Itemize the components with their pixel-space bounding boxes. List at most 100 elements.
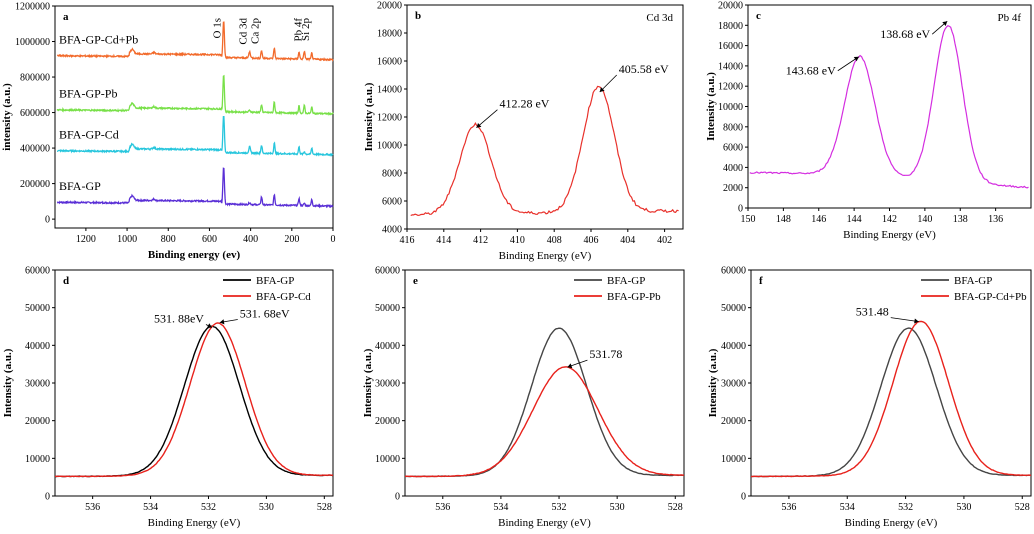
x-tick-label: 536 <box>85 502 100 513</box>
plot-frame <box>750 269 1032 497</box>
x-tick-label: 532 <box>201 502 216 513</box>
peak-label: O 1s <box>212 18 224 38</box>
y-tick-label: 8000 <box>382 169 402 180</box>
series-line <box>57 21 334 62</box>
legend-label: BFA-GP-Pb <box>607 291 661 303</box>
y-tick-label: 10000 <box>25 454 50 465</box>
annotation-arrowhead <box>567 363 573 369</box>
spectrum-title: Pb 4f <box>997 12 1021 24</box>
y-tick-label: 6000 <box>382 197 402 208</box>
legend-label: BFA-GP <box>256 275 294 287</box>
y-tick-label: 800000 <box>20 73 50 84</box>
x-axis-label: Binding Energy (eV) <box>843 229 936 241</box>
panel-letter: a <box>63 11 69 23</box>
peak-label: Ca 2p <box>250 18 262 44</box>
x-axis-label: Binding Energy (eV) <box>148 517 241 529</box>
panel-e: 536 534 532 530 528 0 10000 20000 30000 40000 5000… <box>362 266 685 529</box>
x-tick-label: 534 <box>493 502 508 513</box>
x-tick-label: 408 <box>547 235 562 246</box>
panel-d: 536 534 532 530 528 0 10000 20000 30000 40000 5000… <box>2 266 334 529</box>
panel-letter: b <box>415 10 421 22</box>
legend: BFA-GP BFA-GP-Pb <box>574 275 661 303</box>
panel-a: 1200 1000 800 600 400 200 0 0 200000 400000 600000… <box>1 2 336 262</box>
series-label: BFA-GP <box>59 179 101 193</box>
y-tick-label: 18000 <box>377 29 402 40</box>
panel-letter: d <box>63 275 69 287</box>
series-line <box>749 24 1029 189</box>
panel-f: 536 534 532 530 528 0 10000 20000 30000 40000 5000… <box>707 266 1032 529</box>
y-tick-label: 400000 <box>20 144 50 155</box>
x-tick-label: 534 <box>143 502 158 513</box>
y-tick-label: 12000 <box>718 82 743 93</box>
x-tick-label: 536 <box>781 502 796 513</box>
y-tick-label: 10000 <box>721 454 746 465</box>
annotation-label: 143.68 eV <box>786 64 836 78</box>
y-tick-label: 2000 <box>723 183 743 194</box>
y-tick-label: 20000 <box>721 416 746 427</box>
y-axis-label: intensity (a.u.) <box>1 83 13 151</box>
x-tick-label: 1000 <box>117 234 137 245</box>
y-tick-label: 600000 <box>20 108 50 119</box>
x-tick-label: 800 <box>161 234 176 245</box>
series-label: BFA-GP-Cd <box>59 127 119 141</box>
x-tick-label: 532 <box>552 502 567 513</box>
annotation-label: 531.78 <box>589 347 622 361</box>
x-tick-label: 142 <box>882 214 897 225</box>
annotation-arrowhead <box>599 87 605 92</box>
x-tick-label: 410 <box>510 235 525 246</box>
peak-label: Si 2p <box>300 18 312 41</box>
y-axis-label: Intensity (a.u.) <box>705 72 717 141</box>
y-tick-label: 0 <box>45 492 50 503</box>
y-tick-label: 40000 <box>721 341 746 352</box>
y-tick-label: 30000 <box>375 379 400 390</box>
x-axis-label: Binding energy (ev) <box>148 249 241 261</box>
x-tick-label: 530 <box>259 502 274 513</box>
x-tick-label: 150 <box>741 214 756 225</box>
y-tick-label: 0 <box>738 204 743 215</box>
y-tick-label: 30000 <box>25 379 50 390</box>
x-tick-label: 528 <box>317 502 332 513</box>
annotation-label: 531.48 <box>856 305 889 319</box>
x-tick-label: 138 <box>953 214 968 225</box>
y-tick-label: 14000 <box>718 61 743 72</box>
y-tick-label: 1000000 <box>15 37 50 48</box>
panel-letter: c <box>756 10 761 22</box>
y-tick-label: 18000 <box>718 21 743 32</box>
x-tick-label: 534 <box>840 502 855 513</box>
y-tick-label: 20000 <box>25 416 50 427</box>
y-tick-label: 20000 <box>375 416 400 427</box>
x-axis-label: Binding Energy (eV) <box>499 250 592 262</box>
y-tick-label: 10000 <box>377 141 402 152</box>
legend: BFA-GP BFA-GP-Cd <box>223 275 311 303</box>
x-tick-label: 148 <box>776 214 791 225</box>
y-tick-label: 50000 <box>25 303 50 314</box>
x-tick-label: 140 <box>917 214 932 225</box>
series-label: BFA-GP-Pb <box>59 86 117 100</box>
y-tick-label: 6000 <box>723 143 743 154</box>
x-tick-label: 528 <box>1015 502 1030 513</box>
series-line <box>55 322 334 478</box>
y-tick-label: 14000 <box>377 85 402 96</box>
series-line <box>56 167 334 209</box>
x-tick-label: 402 <box>657 235 672 246</box>
x-tick-label: 530 <box>610 502 625 513</box>
x-tick-label: 416 <box>400 235 415 246</box>
x-tick-label: 136 <box>988 214 1003 225</box>
panel-letter: e <box>413 275 418 287</box>
series-line <box>404 366 685 478</box>
annotation-arrowhead <box>206 323 212 328</box>
y-axis-label: Intensity (a.u.) <box>362 348 374 417</box>
series-line <box>404 327 685 478</box>
x-tick-label: 0 <box>331 234 336 245</box>
y-tick-label: 1200000 <box>15 2 50 13</box>
spectrum-title: Cd 3d <box>646 12 673 24</box>
x-tick-label: 1200 <box>76 234 96 245</box>
y-tick-label: 20000 <box>718 1 743 12</box>
annotation-arrowhead <box>942 21 948 26</box>
legend-label: BFA-GP <box>954 275 992 287</box>
legend-label: BFA-GP-Cd <box>256 291 311 303</box>
legend-label: BFA-GP <box>607 275 645 287</box>
plot-frame <box>404 269 685 497</box>
x-tick-label: 536 <box>435 502 450 513</box>
x-tick-label: 200 <box>284 234 299 245</box>
